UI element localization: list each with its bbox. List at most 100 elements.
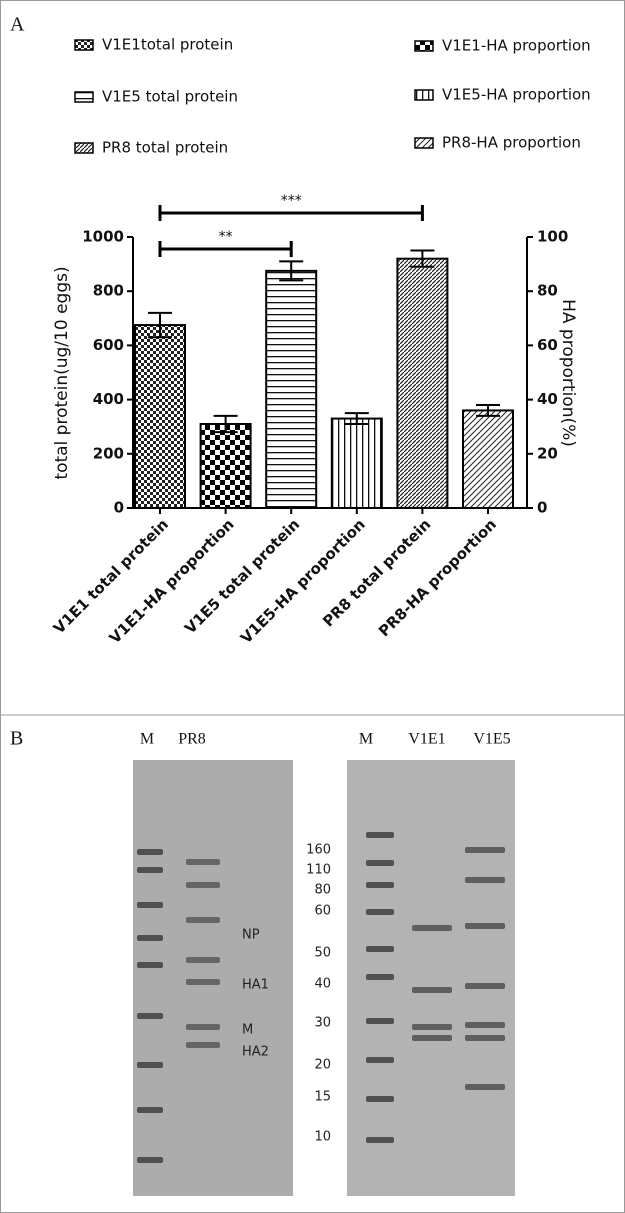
lane-label: V1E1	[408, 731, 445, 748]
marker-label: 20	[314, 1058, 331, 1073]
gel-band	[465, 1084, 505, 1090]
y-tick-label: 1000	[82, 228, 124, 246]
significance-bracket	[158, 241, 293, 257]
y-tick-label: 200	[93, 444, 124, 462]
gel-band	[137, 1157, 163, 1163]
legend-swatch	[414, 40, 434, 52]
legend-label: V1E1total protein	[102, 36, 233, 54]
error-bar	[476, 404, 500, 417]
gel-band	[465, 847, 505, 853]
gel-band	[186, 979, 220, 985]
y-tick-label: 0	[114, 499, 124, 517]
marker-label: 30	[314, 1016, 331, 1031]
band-label: HA1	[242, 978, 269, 993]
lane-label: M	[140, 731, 154, 748]
legend-label: V1E5 total protein	[102, 88, 238, 106]
y2-tick-label: 100	[537, 228, 568, 246]
panel-label: A	[10, 14, 25, 36]
gel-band	[366, 860, 394, 866]
gel-band	[366, 1057, 394, 1063]
bar	[330, 417, 383, 510]
bar	[265, 269, 318, 509]
band-label: HA2	[242, 1045, 269, 1060]
legend-label: PR8-HA proportion	[442, 134, 581, 152]
gel-band	[465, 1022, 505, 1028]
gel-band	[137, 867, 163, 873]
y-tick-label: 400	[93, 390, 124, 408]
gel-band	[366, 909, 394, 915]
legend-swatch	[74, 91, 94, 103]
bar	[134, 324, 186, 510]
legend-swatch	[414, 137, 434, 149]
gel-band	[465, 983, 505, 989]
gel-band	[137, 1062, 163, 1068]
bar	[199, 422, 252, 509]
significance-label: **	[219, 229, 233, 245]
y2-tick-label: 40	[537, 390, 558, 408]
error-bar	[213, 414, 238, 434]
x-tick-label: PR8-HA proportion	[375, 515, 500, 640]
gel-band	[186, 917, 220, 923]
gel-band	[465, 1035, 505, 1041]
error-bar	[279, 260, 304, 282]
y-tick-label: 600	[93, 336, 124, 354]
gel-band	[366, 1137, 394, 1143]
y-tick-label: 800	[93, 282, 124, 300]
y2-tick-label: 80	[537, 282, 558, 300]
legend-swatch	[74, 39, 94, 51]
error-bar	[344, 412, 369, 425]
x-tick-label: PR8 total protein	[319, 515, 434, 630]
x-tick-label: V1E1 total protein	[50, 515, 172, 637]
band-label: NP	[242, 928, 260, 943]
marker-label: 110	[306, 863, 331, 878]
gel-band	[137, 849, 163, 855]
legend-swatch	[74, 142, 94, 154]
gel-band	[412, 1035, 452, 1041]
legend-label: V1E1-HA proportion	[442, 37, 591, 55]
lane-label: V1E5	[473, 731, 510, 748]
gel-band	[412, 1024, 452, 1030]
marker-label: 60	[314, 904, 331, 919]
marker-label: 160	[306, 843, 331, 858]
error-bar	[148, 311, 172, 339]
gel-band	[137, 902, 163, 908]
x-tick-label: V1E5 total protein	[181, 515, 303, 637]
gel-band	[186, 859, 220, 865]
legend-label: PR8 total protein	[102, 139, 228, 157]
gel-band	[186, 957, 220, 963]
lane-label: M	[359, 731, 373, 748]
gel-band	[465, 923, 505, 929]
panel-label: B	[10, 728, 23, 750]
gel-band	[366, 946, 394, 952]
x-tick-label: V1E1-HA proportion	[106, 515, 238, 647]
gel-band	[186, 1042, 220, 1048]
gel-band	[137, 962, 163, 968]
x-tick-label: V1E5-HA proportion	[237, 515, 369, 647]
significance-label: ***	[281, 193, 302, 209]
gel-image	[133, 760, 293, 1196]
marker-label: 15	[314, 1090, 331, 1105]
gel-band	[186, 1024, 220, 1030]
gel-band	[186, 882, 220, 888]
gel-band	[366, 882, 394, 888]
legend-label: V1E5-HA proportion	[442, 86, 591, 104]
y2-axis-label: HA proportion(%)	[558, 299, 578, 447]
gel-band	[366, 1096, 394, 1102]
y2-tick-label: 0	[537, 499, 547, 517]
gel-band	[137, 935, 163, 941]
gel-band	[412, 987, 452, 993]
marker-label: 40	[314, 977, 331, 992]
gel-band	[366, 832, 394, 838]
y2-tick-label: 60	[537, 336, 558, 354]
legend-swatch	[414, 89, 434, 101]
bar	[396, 257, 449, 509]
marker-label: 10	[314, 1130, 331, 1145]
gel-band	[366, 974, 394, 980]
y-axis-label: total protein(ug/10 eggs)	[52, 266, 72, 479]
marker-label: 80	[314, 883, 331, 898]
marker-label: 50	[314, 946, 331, 961]
error-bar	[410, 249, 435, 268]
gel-band	[137, 1013, 163, 1019]
